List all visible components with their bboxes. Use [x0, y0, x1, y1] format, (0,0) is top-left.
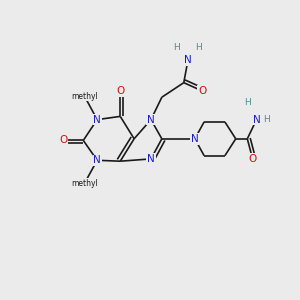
Text: H: H: [195, 43, 202, 52]
Text: N: N: [147, 115, 155, 124]
Text: N: N: [184, 55, 192, 65]
Text: N: N: [253, 115, 260, 124]
Text: H: H: [263, 115, 270, 124]
Text: methyl: methyl: [71, 92, 98, 100]
Text: O: O: [116, 86, 124, 96]
Text: N: N: [191, 134, 199, 144]
Text: O: O: [198, 86, 206, 96]
Text: H: H: [244, 98, 251, 107]
Text: methyl: methyl: [71, 179, 98, 188]
Text: N: N: [93, 155, 101, 165]
Text: N: N: [147, 154, 155, 164]
Text: O: O: [248, 154, 257, 164]
Text: H: H: [173, 43, 180, 52]
Text: N: N: [93, 115, 101, 124]
Text: O: O: [59, 135, 67, 146]
